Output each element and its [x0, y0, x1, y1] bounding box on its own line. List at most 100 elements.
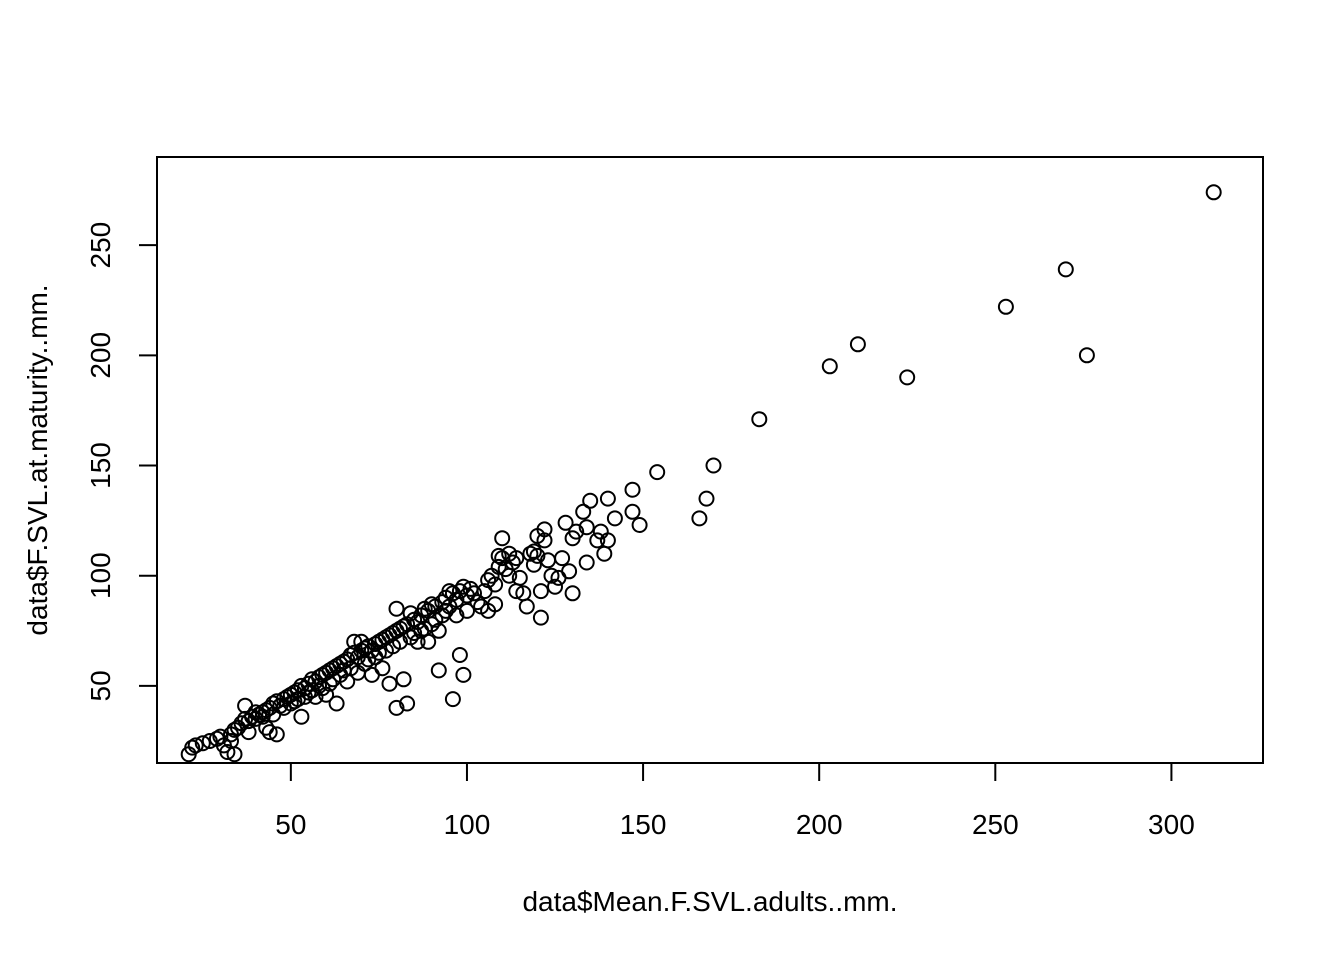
x-tick-label: 150: [620, 809, 667, 840]
data-point: [392, 633, 408, 650]
data-point: [226, 746, 243, 763]
data-point: [547, 578, 563, 595]
y-tick-label: 150: [85, 442, 116, 489]
x-tick-label: 50: [275, 809, 306, 840]
data-point: [1078, 347, 1095, 364]
data-point: [363, 666, 380, 683]
data-point: [469, 594, 486, 611]
data-point: [321, 675, 338, 692]
data-point: [268, 726, 285, 743]
data-point: [596, 545, 613, 562]
data-point: [691, 510, 708, 527]
data-point: [849, 336, 866, 353]
data-point: [346, 644, 363, 661]
data-point: [532, 583, 549, 600]
data-point: [437, 602, 454, 619]
data-point: [578, 519, 595, 536]
data-point: [518, 598, 535, 615]
data-point: [219, 744, 236, 760]
points-layer: [180, 184, 1222, 763]
data-point: [448, 607, 465, 624]
data-point: [592, 523, 609, 540]
data-point: [554, 550, 571, 567]
data-point: [265, 695, 282, 712]
data-point: [406, 625, 423, 641]
data-point: [557, 514, 574, 531]
data-point: [575, 503, 592, 520]
data-point: [395, 671, 412, 688]
data-point: [589, 532, 606, 549]
data-point: [511, 569, 528, 586]
y-axis-title: data$F.SVL.at.maturity..mm.: [22, 284, 53, 635]
data-point: [381, 675, 398, 692]
x-axis-title: data$Mean.F.SVL.adults..mm.: [522, 886, 897, 917]
data-point: [244, 708, 261, 725]
y-tick-label: 250: [85, 222, 116, 269]
data-point: [374, 660, 391, 677]
y-tick-label: 50: [85, 670, 116, 701]
data-point: [388, 699, 405, 716]
data-point: [821, 358, 838, 375]
y-tick-label: 200: [85, 332, 116, 379]
data-point: [997, 298, 1014, 315]
data-point: [490, 558, 507, 575]
data-point: [356, 640, 373, 657]
x-axis: 50 100 150 200 250 300: [275, 762, 1195, 840]
data-point: [184, 739, 201, 756]
data-point: [899, 369, 916, 386]
data-point: [624, 503, 641, 520]
data-point: [525, 556, 542, 573]
data-point: [1057, 261, 1074, 278]
data-point: [201, 733, 218, 749]
data-point: [582, 492, 599, 509]
data-point: [430, 662, 447, 679]
data-point: [532, 609, 549, 626]
data-point: [293, 708, 310, 725]
data-point: [536, 521, 553, 538]
data-point: [212, 728, 229, 745]
x-tick-label: 100: [444, 809, 491, 840]
x-tick-label: 300: [1148, 809, 1195, 840]
data-point: [483, 567, 500, 584]
data-point: [578, 554, 595, 571]
data-point: [631, 517, 648, 533]
data-point: [624, 481, 641, 498]
data-point: [490, 547, 507, 564]
data-point: [494, 530, 511, 547]
data-point: [698, 490, 715, 507]
data-point: [318, 686, 335, 703]
data-point: [751, 411, 768, 428]
data-point: [455, 666, 472, 683]
y-tick-label: 100: [85, 552, 116, 599]
data-point: [420, 633, 437, 650]
data-point: [606, 510, 623, 527]
data-point: [451, 647, 468, 663]
data-point: [508, 550, 525, 567]
data-point: [187, 737, 204, 754]
data-point: [459, 602, 475, 619]
data-point: [599, 490, 616, 507]
data-point: [423, 596, 440, 613]
data-point: [522, 545, 539, 562]
data-point: [430, 622, 447, 639]
data-point: [286, 693, 303, 710]
data-point: [487, 596, 504, 613]
data-point: [466, 585, 482, 602]
data-point: [543, 567, 560, 584]
data-point: [599, 532, 616, 549]
data-point: [240, 724, 257, 741]
x-tick-label: 250: [972, 809, 1019, 840]
data-point: [328, 695, 345, 712]
data-point: [564, 585, 581, 602]
data-point: [388, 600, 405, 617]
x-tick-label: 200: [796, 809, 843, 840]
data-point: [529, 547, 546, 564]
data-point: [504, 554, 521, 571]
data-point: [444, 691, 461, 708]
data-point: [561, 563, 578, 580]
data-point: [261, 724, 278, 741]
data-point: [448, 591, 465, 608]
data-point: [487, 576, 504, 593]
data-point: [649, 464, 666, 481]
data-point: [1205, 184, 1222, 201]
